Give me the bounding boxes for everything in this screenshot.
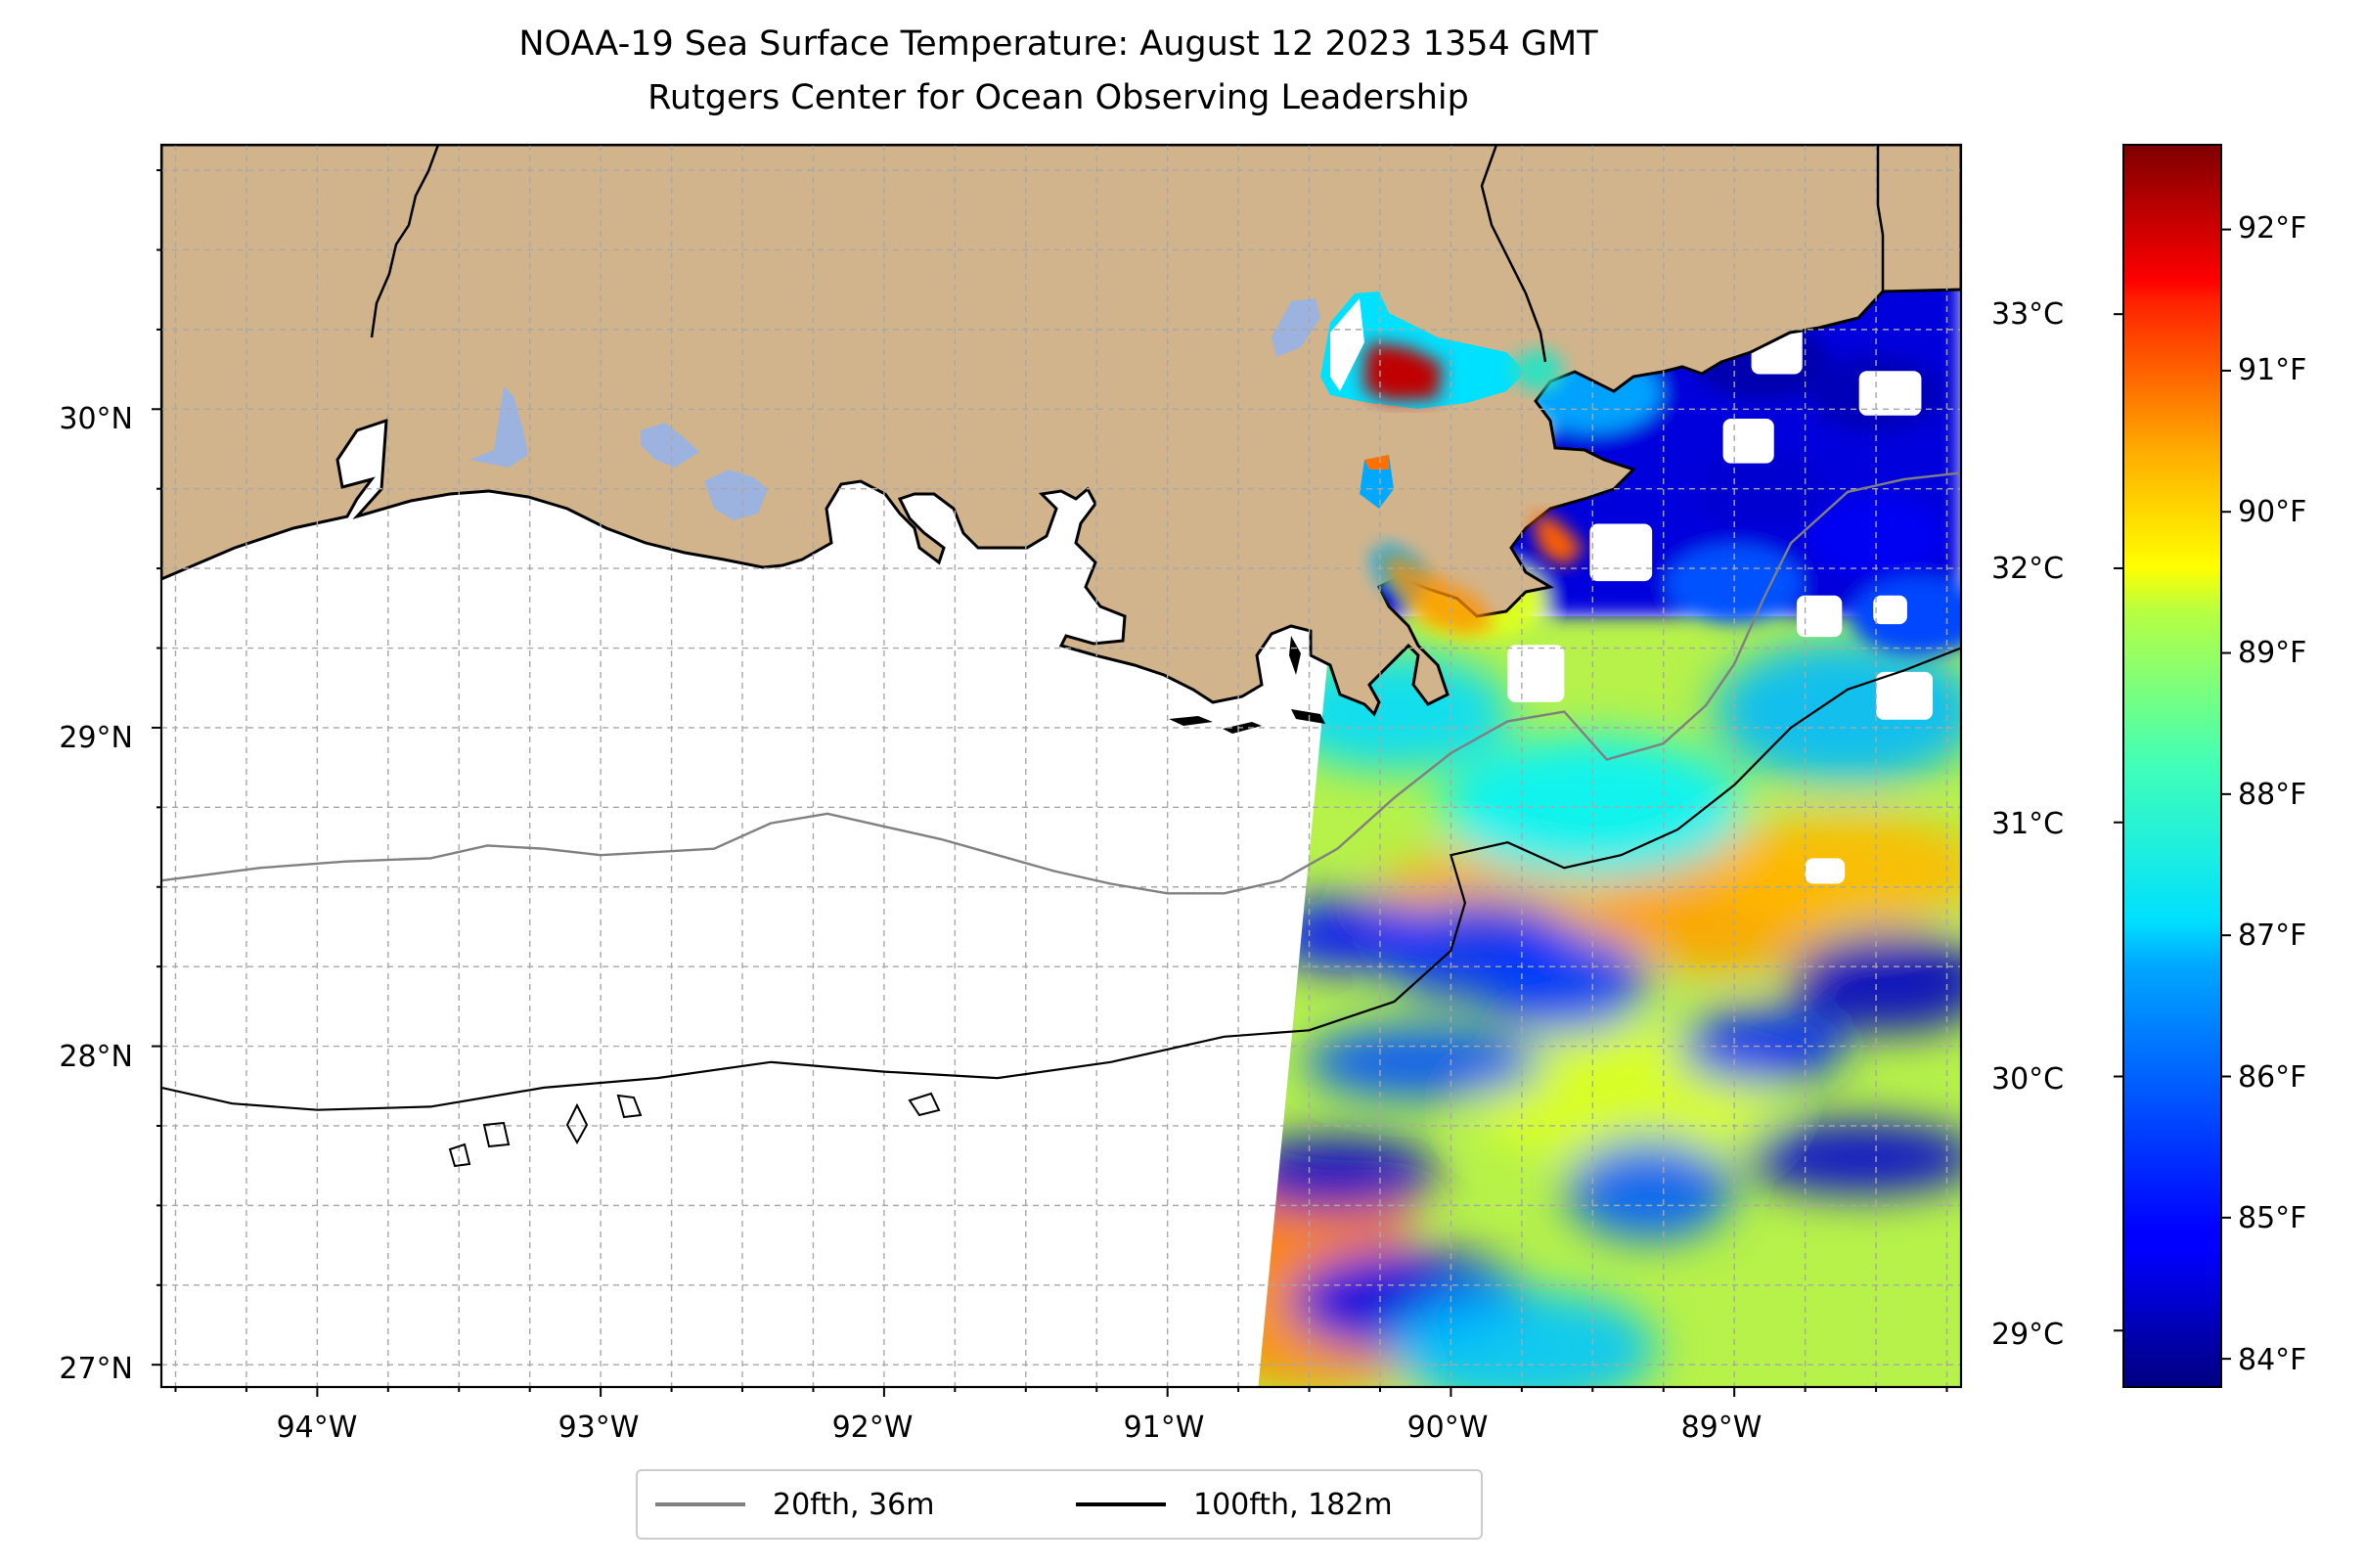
- lake-grand: [641, 423, 699, 468]
- cb-label-32c: 32°C: [1991, 552, 2065, 586]
- cb-label-88f: 88°F: [2238, 778, 2307, 812]
- offshore-banks: [448, 1092, 941, 1168]
- legend: 20fth, 36m 100fth, 182m: [636, 1469, 1483, 1540]
- cb-label-33c: 33°C: [1991, 297, 2065, 332]
- cb-label-29c: 29°C: [1991, 1318, 2065, 1352]
- legend-label-20fth: 20fth, 36m: [773, 1487, 935, 1522]
- sst-north-blob: [1666, 545, 1804, 624]
- cb-label-30c: 30°C: [1991, 1062, 2065, 1097]
- lon-label-91: 91°W: [1123, 1411, 1205, 1445]
- sst-blob: [1713, 812, 1961, 930]
- cb-label-31c: 31°C: [1991, 807, 2065, 841]
- lon-label-90: 90°W: [1406, 1411, 1489, 1445]
- legend-label-100fth: 100fth, 182m: [1193, 1487, 1393, 1522]
- cloud-gap: [1796, 595, 1843, 638]
- sst-north-blob: [1694, 449, 1832, 528]
- sst-delta-patches: [1360, 347, 1584, 636]
- sst-blob: [1386, 1289, 1657, 1387]
- colorbar-ticks: [2114, 228, 2231, 1361]
- lon-label-89: 89°W: [1680, 1411, 1763, 1445]
- cb-label-86f: 86°F: [2238, 1060, 2307, 1095]
- cb-label-90f: 90°F: [2238, 495, 2307, 529]
- sst-blob: [1789, 931, 1961, 1034]
- cloud-gap: [1873, 595, 1907, 625]
- lon-label-94: 94°W: [276, 1411, 358, 1445]
- cloud-gap: [1858, 371, 1922, 416]
- lake-maurepas: [1272, 298, 1320, 357]
- lat-label-30: 30°N: [59, 402, 133, 436]
- lake-white: [704, 470, 768, 520]
- legend-swatch-100fth: [1076, 1502, 1166, 1506]
- sst-blob: [1679, 1008, 1847, 1084]
- map-gridlines: [161, 145, 1961, 1387]
- chart-title: NOAA-19 Sea Surface Temperature: August …: [518, 24, 1598, 64]
- lon-label-93: 93°W: [558, 1411, 640, 1445]
- legend-swatch-20fth: [655, 1502, 745, 1506]
- cloud-gap: [1722, 419, 1774, 464]
- chart-subtitle: Rutgers Center for Ocean Observing Leade…: [647, 78, 1469, 117]
- lat-label-28: 28°N: [59, 1040, 133, 1074]
- axis-ticks: [152, 169, 1948, 1397]
- cloud-gap: [1876, 671, 1934, 720]
- sst-blob: [1304, 1024, 1541, 1099]
- state-boundaries: [370, 145, 1885, 363]
- sst-blob: [1743, 1120, 1961, 1195]
- sst-blob: [1481, 931, 1648, 1034]
- land-mass: [161, 145, 1961, 717]
- lakes: [469, 298, 1320, 520]
- sst-blob: [1713, 639, 1961, 784]
- legend-item-100fth: 100fth, 182m: [1076, 1471, 1393, 1538]
- cloud-gap: [1589, 523, 1653, 582]
- cb-label-91f: 91°F: [2238, 353, 2307, 387]
- lat-label-27: 27°N: [59, 1352, 133, 1386]
- map-frame: [159, 143, 1963, 1389]
- lon-label-92: 92°W: [831, 1411, 914, 1445]
- sst-blob: [1258, 1136, 1439, 1211]
- lake-calcasieu: [469, 386, 528, 468]
- isobath-100fth: [161, 647, 1961, 1111]
- cloud-gap: [1507, 645, 1565, 702]
- legend-item-20fth: 20fth, 36m: [655, 1471, 934, 1538]
- isobath-20fth: [161, 471, 1961, 895]
- cb-label-87f: 87°F: [2238, 918, 2307, 953]
- cb-label-92f: 92°F: [2238, 211, 2307, 246]
- colorbar: [2122, 144, 2222, 1388]
- lat-label-29: 29°N: [59, 721, 133, 755]
- cb-label-85f: 85°F: [2238, 1201, 2307, 1235]
- sst-north-blob: [1850, 576, 1961, 655]
- cb-label-89f: 89°F: [2238, 636, 2307, 670]
- sst-lake-pontchartrain: [1320, 291, 1526, 409]
- cb-label-84f: 84°F: [2238, 1343, 2307, 1377]
- sst-blob: [1566, 1139, 1733, 1241]
- cloud-gap: [1805, 858, 1846, 884]
